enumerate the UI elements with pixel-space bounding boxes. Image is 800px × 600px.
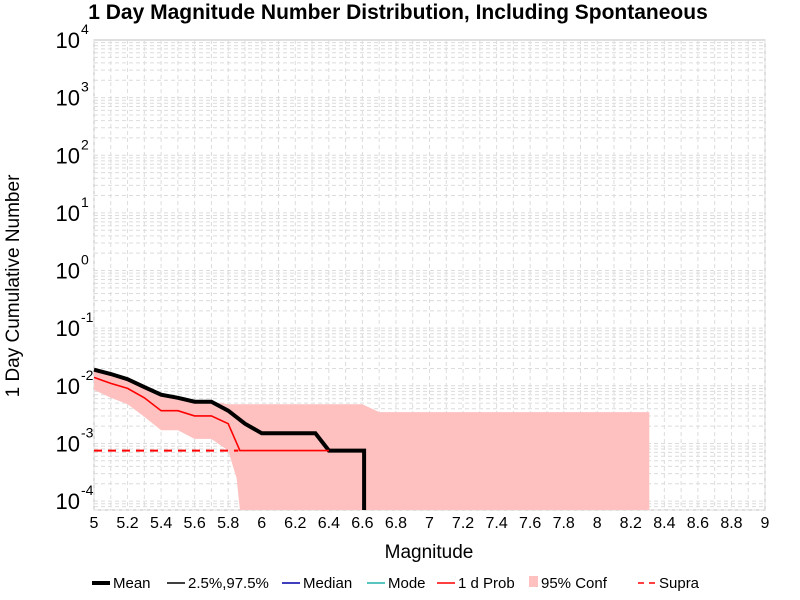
legend-label: 2.5%,97.5% <box>188 575 269 592</box>
y-tick-label: 10 <box>56 201 80 226</box>
y-tick-label: 10 <box>56 86 80 111</box>
x-tick-label: 5.6 <box>184 515 206 532</box>
y-tick-label: 10 <box>56 143 80 168</box>
series-layer <box>93 367 367 510</box>
y-tick-exponent: -4 <box>81 482 94 498</box>
y-tick-exponent: 0 <box>81 252 89 268</box>
x-tick-label: 8.4 <box>653 515 675 532</box>
legend-label: Mode <box>388 575 426 592</box>
legend: Mean 2.5%,97.5% Median Mode 1 d Prob 95% Conf… <box>92 575 700 592</box>
chart-title: 1 Day Magnitude Number Distribution, Inc… <box>88 1 708 24</box>
x-tick-label: 7 <box>425 515 434 532</box>
y-tick-label: 10 <box>56 374 80 399</box>
y-tick-label: 10 <box>56 28 80 53</box>
x-tick-label: 6.2 <box>284 515 306 532</box>
x-tick-label: 8.2 <box>620 515 642 532</box>
x-tick-label: 5.8 <box>217 515 239 532</box>
y-tick-exponent: 2 <box>81 136 89 152</box>
x-tick-label: 6 <box>257 515 266 532</box>
x-tick-label: 7.8 <box>553 515 575 532</box>
y-tick-exponent: -1 <box>81 309 94 325</box>
x-tick-label: 8.6 <box>687 515 709 532</box>
y-axis-label: 1 Day Cumulative Number <box>3 174 24 397</box>
legend-label: 1 d Prob <box>458 575 515 592</box>
y-tick-exponent: 1 <box>81 194 89 210</box>
series-mean-line <box>93 367 367 510</box>
x-tick-label: 6.8 <box>385 515 407 532</box>
confidence-band-area <box>94 369 650 510</box>
x-tick-label: 6.4 <box>318 515 340 532</box>
y-tick-exponent: -3 <box>81 424 94 440</box>
legend-label: Median <box>303 575 352 592</box>
x-tick-label: 9 <box>761 515 770 532</box>
y-tick-label: 10 <box>56 316 80 341</box>
series-1-d-prob-line <box>93 376 329 452</box>
y-tick-label: 10 <box>56 489 80 514</box>
y-tick-exponent: 4 <box>81 21 89 37</box>
x-tick-label: 8.8 <box>720 515 742 532</box>
x-axis-label: Magnitude <box>385 542 474 563</box>
legend-label: Mean <box>113 575 151 592</box>
x-tick-label: 5.2 <box>116 515 138 532</box>
legend-label: 95% Conf <box>541 575 608 592</box>
y-tick-exponent: 3 <box>81 79 89 95</box>
x-tick-label: 5.4 <box>150 515 172 532</box>
legend-swatch <box>529 576 538 587</box>
confidence-band-layer <box>94 369 650 510</box>
x-tick-label: 7.6 <box>519 515 541 532</box>
y-tick-label: 10 <box>56 259 80 284</box>
x-tick-label: 7.2 <box>452 515 474 532</box>
x-tick-label: 6.6 <box>351 515 373 532</box>
y-tick-exponent: -2 <box>81 367 94 383</box>
grid <box>93 40 766 511</box>
x-tick-label: 8 <box>593 515 602 532</box>
legend-label: Supra <box>659 575 700 592</box>
y-tick-label: 10 <box>56 431 80 456</box>
x-tick-label: 5 <box>90 515 99 532</box>
x-tick-labels: 5 5.2 5.4 5.6 5.8 6 6.2 6.4 6.6 6.8 7 7.2 7.4 7.6 7.8 8… <box>90 515 770 532</box>
x-tick-label: 7.4 <box>485 515 507 532</box>
